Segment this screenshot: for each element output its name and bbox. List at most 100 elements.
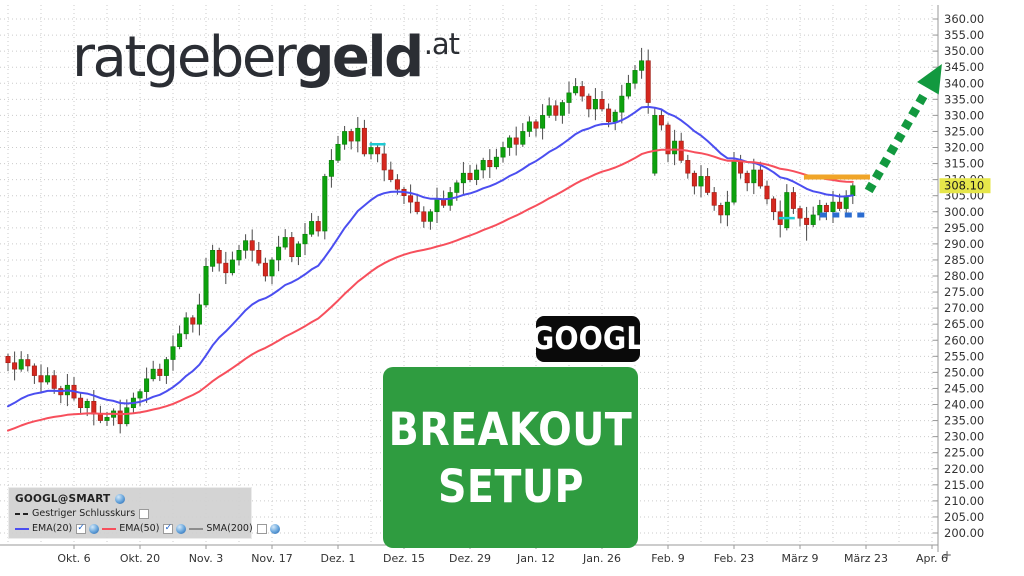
candle-up xyxy=(784,192,790,229)
candle-down xyxy=(804,217,810,225)
y-axis-label: 200.00 xyxy=(944,526,984,540)
candle-up xyxy=(170,346,176,360)
candle-up xyxy=(342,131,348,145)
indicator-line-ema50 xyxy=(7,148,854,432)
breakout-arrow-head xyxy=(917,63,942,95)
candle-up xyxy=(526,121,532,132)
candle-down xyxy=(757,169,763,187)
y-axis-label: 360.00 xyxy=(944,12,984,26)
series-visibility-checkbox[interactable] xyxy=(139,508,150,519)
x-axis-label: Okt. 20 xyxy=(120,552,160,565)
candle-up xyxy=(137,391,143,399)
candle-down xyxy=(223,262,229,274)
candle-down xyxy=(487,160,493,168)
legend-symbol-title: GOOGL@SMART xyxy=(15,492,111,505)
candle-up xyxy=(150,368,156,380)
candle-up xyxy=(236,250,242,261)
y-axis-label: 285.00 xyxy=(944,253,984,267)
candle-down xyxy=(606,108,612,123)
candle-down xyxy=(388,169,394,180)
candle-up xyxy=(328,160,334,177)
series-visibility-checkbox[interactable]: ✓ xyxy=(163,523,174,534)
y-axis-label: 205.00 xyxy=(944,510,984,524)
candle-up xyxy=(810,214,816,225)
callout-line1: BREAKOUT xyxy=(388,402,633,456)
x-axis-label: Dez. 15 xyxy=(383,552,425,565)
y-axis-label: 325.00 xyxy=(944,124,984,138)
x-axis-label: Apr. 6 xyxy=(916,552,948,565)
candle-down xyxy=(823,205,829,213)
series-visibility-checkbox[interactable] xyxy=(256,523,267,534)
candle-down xyxy=(361,127,367,155)
candle-up xyxy=(520,131,526,145)
series-gear-icon[interactable] xyxy=(176,523,187,534)
candle-up xyxy=(619,95,625,113)
candle-up xyxy=(144,378,150,392)
x-axis-label: Dez. 1 xyxy=(320,552,355,565)
y-axis-label: 320.00 xyxy=(944,141,984,155)
candle-up xyxy=(612,111,618,123)
y-axis-label: 280.00 xyxy=(944,269,984,283)
candle-up xyxy=(368,147,374,155)
candle-down xyxy=(5,356,11,364)
candle-down xyxy=(513,137,519,145)
last-price-label: 308.10 xyxy=(944,179,984,193)
y-axis-label: 250.00 xyxy=(944,365,984,379)
candle-up xyxy=(507,137,513,148)
candle-down xyxy=(78,397,84,409)
ticker-badge: GOOGL xyxy=(531,316,645,362)
candle-up xyxy=(731,160,737,203)
logo-tld: .at xyxy=(423,27,460,61)
candle-up xyxy=(474,169,480,180)
candle-down xyxy=(685,160,691,174)
candle-down xyxy=(216,250,222,264)
candle-up xyxy=(210,250,216,267)
candle-up xyxy=(500,147,506,158)
candle-down xyxy=(25,359,31,367)
settings-gear-icon[interactable] xyxy=(115,493,126,504)
candle-up xyxy=(546,105,552,116)
y-axis-label: 270.00 xyxy=(944,301,984,315)
candle-up xyxy=(163,359,169,376)
candle-up xyxy=(229,259,235,274)
y-axis-label: 300.00 xyxy=(944,205,984,219)
callout-line2: SETUP xyxy=(437,459,584,513)
y-axis-label: 340.00 xyxy=(944,76,984,90)
y-axis-label: 350.00 xyxy=(944,44,984,58)
candle-up xyxy=(282,237,288,248)
candle-up xyxy=(104,417,110,421)
candle-down xyxy=(414,201,420,213)
candle-up xyxy=(427,211,433,222)
series-gear-icon[interactable] xyxy=(89,523,100,534)
candle-up xyxy=(639,60,645,71)
candle-down xyxy=(117,410,123,425)
candle-down xyxy=(375,147,381,155)
candle-down xyxy=(31,365,37,376)
candle-down xyxy=(797,208,803,219)
candle-up xyxy=(698,176,704,187)
candle-down xyxy=(764,185,770,200)
candle-down xyxy=(718,205,724,216)
y-axis-label: 210.00 xyxy=(944,494,984,508)
y-axis-label: 290.00 xyxy=(944,237,984,251)
candle-down xyxy=(421,211,427,222)
ticker-badge-label: GOOGL xyxy=(531,321,645,357)
legend-rows: Gestriger Schlusskurs EMA(20) ✓ EMA(50) ✓ SMA… xyxy=(15,506,280,536)
y-axis-label: 315.00 xyxy=(944,157,984,171)
candle-up xyxy=(276,246,282,261)
y-axis-label: 295.00 xyxy=(944,221,984,235)
y-axis-label: 275.00 xyxy=(944,285,984,299)
x-axis-label: Nov. 17 xyxy=(251,552,293,565)
series-gear-icon[interactable] xyxy=(269,523,280,534)
y-axis-label: 245.00 xyxy=(944,381,984,395)
candle-down xyxy=(691,172,697,187)
candle-up xyxy=(335,143,341,161)
candle-up xyxy=(269,259,275,277)
candle-down xyxy=(771,198,777,213)
series-visibility-checkbox[interactable]: ✓ xyxy=(76,523,87,534)
zoom-plus-control[interactable]: + xyxy=(942,548,953,562)
y-axis-label: 345.00 xyxy=(944,60,984,74)
candle-down xyxy=(157,368,163,376)
candle-up xyxy=(724,201,730,216)
